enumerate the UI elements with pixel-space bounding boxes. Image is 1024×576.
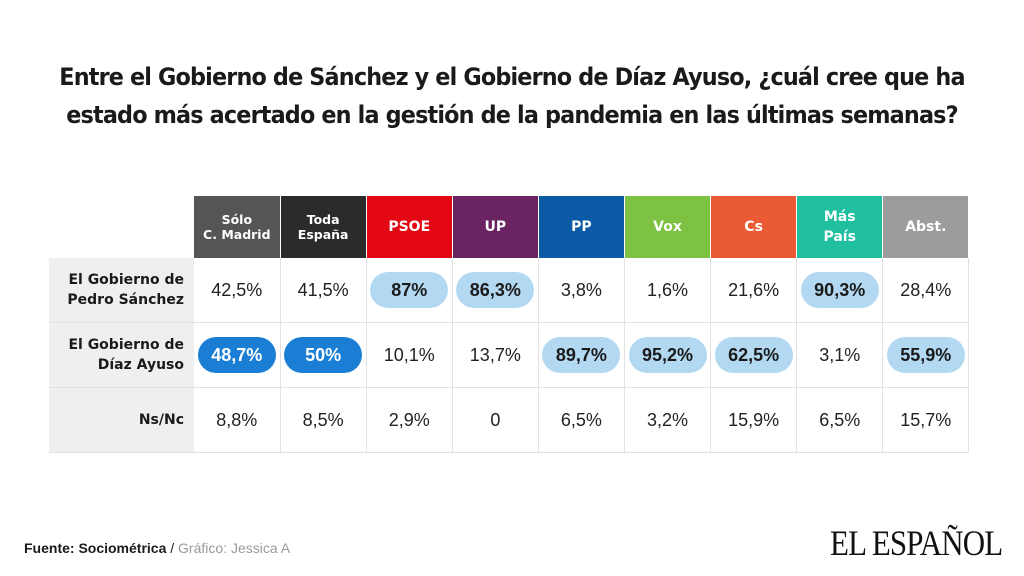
table-header-row: Sólo C. Madrid Toda España PSOE UP PP Vox Cs Má… xyxy=(49,196,970,258)
highlighted-value: 89,7% xyxy=(542,337,621,373)
graphic-credit: Gráfico: Jessica A xyxy=(178,540,291,556)
table-cell: 6,5% xyxy=(538,387,625,453)
table-row: El Gobierno de Pedro Sánchez 42,5% 41,5% 87… xyxy=(49,258,970,323)
table-cell: 15,7% xyxy=(882,387,970,453)
highlighted-value: 95,2% xyxy=(628,337,707,373)
table-cell: 55,9% xyxy=(882,322,970,388)
results-table-wrapper: Sólo C. Madrid Toda España PSOE UP PP Vox Cs Má… xyxy=(49,196,970,453)
table-cell: 90,3% xyxy=(796,258,884,323)
table-cell: 48,7% xyxy=(194,322,281,388)
table-cell: 89,7% xyxy=(538,322,625,388)
table-cell: 1,6% xyxy=(624,258,712,323)
source-separator: / xyxy=(166,540,179,556)
table-row: El Gobierno de Díaz Ayuso 48,7% 50% 10,1% 13… xyxy=(49,322,970,388)
column-header-vox: Vox xyxy=(624,196,712,258)
table-cell: 3,1% xyxy=(796,322,884,388)
column-header-sólo-c-madrid: Sólo C. Madrid xyxy=(194,196,281,258)
table-cell: 0 xyxy=(452,387,539,453)
row-label: El Gobierno de Díaz Ayuso xyxy=(49,322,194,388)
highlighted-value: 86,3% xyxy=(456,272,535,308)
highlighted-value: 90,3% xyxy=(800,272,879,308)
column-header-abst-: Abst. xyxy=(882,196,970,258)
table-body: El Gobierno de Pedro Sánchez 42,5% 41,5% 87… xyxy=(49,258,970,453)
table-cell: 15,9% xyxy=(710,387,798,453)
chart-title: Entre el Gobierno de Sánchez y el Gobier… xyxy=(59,63,965,129)
table-cell: 3,8% xyxy=(538,258,625,323)
table-row: Ns/Nc 8,8% 8,5% 2,9% 0 6,5% 3,2% 15,9% 6,5% 15,7% xyxy=(49,387,970,453)
row-label: Ns/Nc xyxy=(49,387,194,453)
table-cell: 50% xyxy=(280,322,367,388)
table-cell: 21,6% xyxy=(710,258,798,323)
highlighted-value: 55,9% xyxy=(886,337,965,373)
column-header-toda-españa: Toda España xyxy=(280,196,367,258)
highlighted-value: 48,7% xyxy=(197,337,276,373)
table-corner xyxy=(49,196,194,258)
column-header-pp: PP xyxy=(538,196,625,258)
source-label: Fuente: Sociométrica xyxy=(24,540,167,556)
table-cell: 86,3% xyxy=(452,258,539,323)
table-cell: 8,8% xyxy=(194,387,281,453)
table-cell: 95,2% xyxy=(624,322,712,388)
table-cell: 13,7% xyxy=(452,322,539,388)
table-cell: 62,5% xyxy=(710,322,798,388)
highlighted-value: 87% xyxy=(370,272,449,308)
column-header-cs: Cs xyxy=(710,196,798,258)
source-note: Fuente: Sociométrica / Gráfico: Jessica … xyxy=(24,540,290,556)
table-cell: 6,5% xyxy=(796,387,884,453)
table-cell: 42,5% xyxy=(194,258,281,323)
results-table: Sólo C. Madrid Toda España PSOE UP PP Vox Cs Má… xyxy=(49,196,970,453)
table-cell: 41,5% xyxy=(280,258,367,323)
table-cell: 3,2% xyxy=(624,387,712,453)
highlighted-value: 50% xyxy=(284,337,363,373)
table-cell: 2,9% xyxy=(366,387,453,453)
table-cell: 28,4% xyxy=(882,258,970,323)
table-cell: 8,5% xyxy=(280,387,367,453)
table-cell: 87% xyxy=(366,258,453,323)
column-header-psoe: PSOE xyxy=(366,196,453,258)
row-label: El Gobierno de Pedro Sánchez xyxy=(49,258,194,323)
table-cell: 10,1% xyxy=(366,322,453,388)
column-header-más-país: Más País xyxy=(796,196,884,258)
el-espanol-logo: EL ESPAÑOL xyxy=(829,523,1003,563)
column-header-up: UP xyxy=(452,196,539,258)
highlighted-value: 62,5% xyxy=(714,337,793,373)
